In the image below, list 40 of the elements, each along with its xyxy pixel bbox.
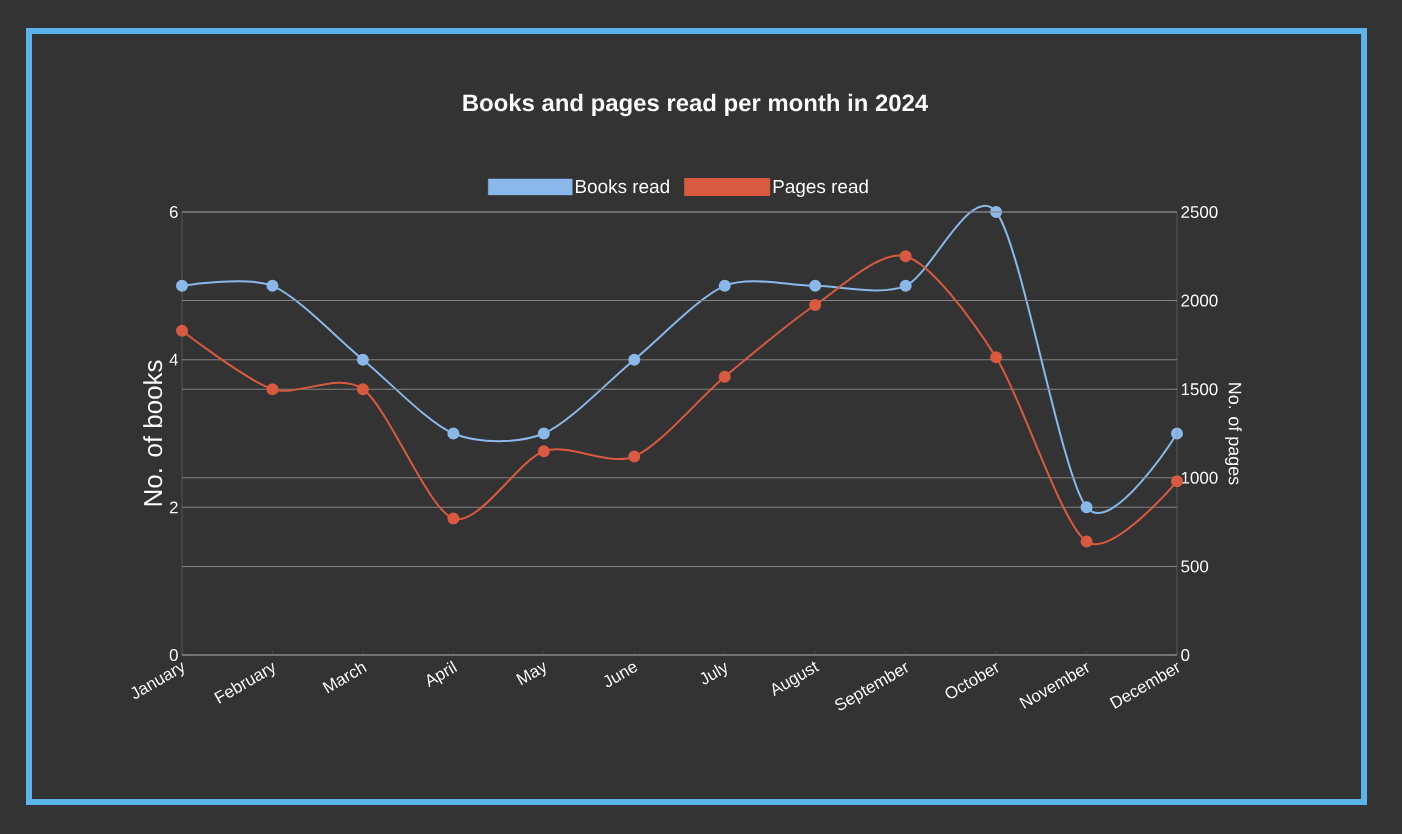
x-tick-label: July (700, 662, 727, 685)
y2-axis-title: No. of pages (1225, 383, 1242, 485)
y-tick-label: 4 (169, 353, 178, 366)
y2-tick-label: 1500 (1181, 383, 1218, 396)
point (537, 445, 550, 458)
y2-tick-label: 500 (1181, 560, 1209, 573)
x-tick-label: May (516, 662, 546, 686)
y2-tick-label: 1000 (1181, 471, 1218, 484)
chart-title: Books and pages read per month in 2024 (463, 93, 929, 117)
y-tick-label: 2 (169, 501, 178, 514)
point (1080, 535, 1093, 548)
point (266, 279, 279, 292)
point (1080, 501, 1093, 514)
point (356, 353, 369, 366)
y2-tick-label: 2500 (1181, 205, 1218, 218)
point (447, 427, 460, 440)
y-tick-label: 0 (169, 649, 178, 661)
point (899, 279, 912, 292)
x-tick-label: June (604, 663, 638, 688)
y2-tick-label: 2000 (1181, 294, 1218, 307)
point (176, 279, 188, 292)
point (628, 450, 641, 463)
y-axis-title: No. of books (143, 360, 163, 506)
point (899, 250, 912, 263)
point (718, 279, 731, 292)
point (718, 370, 731, 383)
point (176, 324, 189, 337)
x-tick-label: April (427, 660, 458, 688)
point (809, 299, 822, 312)
point (990, 351, 1003, 364)
point (447, 512, 460, 525)
point (628, 353, 641, 366)
legend-label: Books read (575, 179, 669, 194)
point (809, 279, 822, 292)
point (266, 383, 279, 396)
y2-tick-label: 0 (1181, 649, 1190, 661)
legend-label: Pages read (773, 179, 868, 197)
y-tick-label: 6 (169, 206, 178, 218)
point (356, 383, 369, 396)
point (537, 427, 550, 440)
